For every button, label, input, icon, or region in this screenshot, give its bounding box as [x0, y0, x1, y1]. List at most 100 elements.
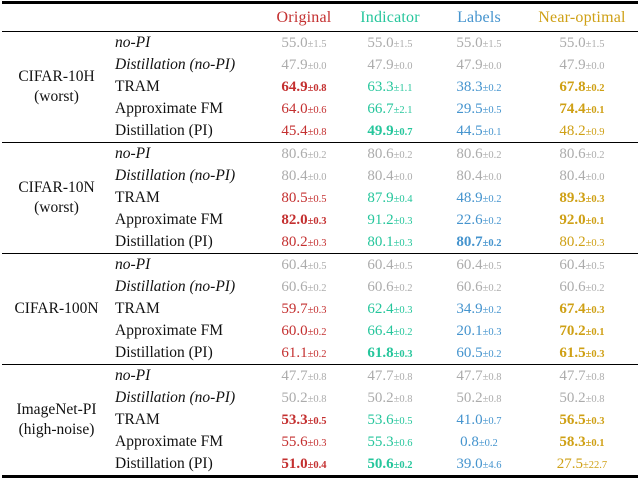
value-cell: 80.6±0.2 [281, 145, 327, 162]
table-top-rule [2, 1, 638, 4]
value-cell: 47.7±0.8 [281, 367, 327, 384]
value-cell: 60.4±0.5 [559, 256, 605, 273]
value-cell: 92.0±0.1 [559, 211, 605, 228]
value-cell: 80.4±0.0 [367, 167, 413, 184]
value-cell: 50.2±0.8 [281, 389, 327, 406]
method-label: Distillation (PI) [115, 455, 213, 472]
value-cell: 38.3±0.2 [456, 78, 502, 95]
method-label: Approximate FM [115, 100, 224, 117]
value-cell: 50.2±0.8 [367, 389, 413, 406]
method-label: no-PI [115, 367, 151, 384]
table-bottom-rule [2, 475, 638, 478]
value-cell: 61.5±0.3 [559, 344, 605, 361]
value-cell: 80.5±0.5 [281, 189, 327, 206]
header-separator-rule [2, 31, 638, 32]
column-header-original: Original [276, 8, 332, 26]
method-label: Distillation (PI) [115, 233, 213, 250]
value-cell: 67.8±0.2 [559, 78, 605, 95]
value-cell: 27.5±22.7 [556, 455, 608, 472]
value-cell: 47.9±0.0 [367, 56, 413, 73]
value-cell: 60.4±0.5 [456, 256, 502, 273]
value-cell: 41.0±0.7 [456, 411, 502, 428]
method-label: Distillation (PI) [115, 344, 213, 361]
value-cell: 53.3±0.5 [281, 411, 327, 428]
value-cell: 29.5±0.5 [456, 100, 502, 117]
dataset-block: CIFAR-10H (worst) no-PI 55.0±1.5 55.0±1.5 55.… [0, 32, 640, 142]
value-cell: 47.9±0.0 [559, 56, 605, 73]
value-cell: 63.3±1.1 [367, 78, 413, 95]
value-cell: 60.6±0.2 [281, 278, 327, 295]
value-cell: 59.7±0.3 [281, 300, 327, 317]
value-cell: 80.7±0.2 [456, 233, 502, 250]
value-cell: 48.9±0.2 [456, 189, 502, 206]
method-label: Distillation (no-PI) [115, 389, 236, 406]
value-cell: 64.9±0.8 [281, 78, 327, 95]
column-header-indicator: Indicator [360, 8, 420, 26]
value-cell: 67.4±0.3 [559, 300, 605, 317]
value-cell: 55.0±1.5 [367, 34, 413, 51]
column-header-near-optimal: Near-optimal [538, 8, 626, 26]
dataset-label: CIFAR-100N [14, 300, 99, 317]
method-label: Approximate FM [115, 433, 224, 450]
method-label: TRAM [115, 189, 160, 206]
value-cell: 47.9±0.0 [281, 56, 327, 73]
block-separator-rule [2, 142, 638, 143]
value-cell: 22.6±0.2 [456, 211, 502, 228]
value-cell: 80.2±0.3 [281, 233, 327, 250]
value-cell: 50.2±0.8 [559, 389, 605, 406]
value-cell: 89.3±0.3 [559, 189, 605, 206]
value-cell: 87.9±0.4 [367, 189, 413, 206]
block-separator-rule [2, 253, 638, 254]
dataset-block: CIFAR-100N no-PI 60.4±0.5 60.4±0.5 60.4±0.5 6… [0, 254, 640, 364]
dataset-label: CIFAR-10H (worst) [18, 68, 95, 105]
value-cell: 80.1±0.3 [367, 233, 413, 250]
value-cell: 44.5±0.1 [456, 122, 502, 139]
method-label: no-PI [115, 145, 151, 162]
value-cell: 48.2±0.9 [559, 122, 605, 139]
dataset-label: CIFAR-10N (worst) [18, 179, 95, 216]
value-cell: 20.1±0.3 [456, 322, 502, 339]
column-header-labels: Labels [457, 8, 501, 26]
method-label: TRAM [115, 300, 160, 317]
value-cell: 80.4±0.0 [559, 167, 605, 184]
value-cell: 51.0±0.4 [281, 455, 327, 472]
value-cell: 47.7±0.8 [559, 367, 605, 384]
value-cell: 58.3±0.1 [559, 433, 605, 450]
value-cell: 70.2±0.1 [559, 322, 605, 339]
value-cell: 55.0±1.5 [559, 34, 605, 51]
value-cell: 60.6±0.2 [456, 278, 502, 295]
value-cell: 82.0±0.3 [281, 211, 327, 228]
method-label: Distillation (PI) [115, 122, 213, 139]
value-cell: 55.6±0.3 [281, 433, 327, 450]
dataset-label: ImageNet-PI (high-noise) [16, 401, 97, 438]
value-cell: 47.7±0.8 [367, 367, 413, 384]
method-label: Distillation (no-PI) [115, 278, 236, 295]
value-cell: 91.2±0.3 [367, 211, 413, 228]
method-label: no-PI [115, 34, 151, 51]
value-cell: 55.0±1.5 [281, 34, 327, 51]
value-cell: 60.0±0.2 [281, 322, 327, 339]
method-label: no-PI [115, 256, 151, 273]
value-cell: 80.6±0.2 [559, 145, 605, 162]
value-cell: 50.6±0.2 [367, 455, 413, 472]
value-cell: 49.9±0.7 [367, 122, 413, 139]
value-cell: 80.6±0.2 [367, 145, 413, 162]
value-cell: 62.4±0.3 [367, 300, 413, 317]
value-cell: 60.6±0.2 [559, 278, 605, 295]
method-label: Approximate FM [115, 211, 224, 228]
value-cell: 34.9±0.2 [456, 300, 502, 317]
value-cell: 80.4±0.0 [456, 167, 502, 184]
value-cell: 60.4±0.5 [367, 256, 413, 273]
value-cell: 0.8±0.2 [460, 433, 498, 450]
dataset-block: CIFAR-10N (worst) no-PI 80.6±0.2 80.6±0.2 80.… [0, 143, 640, 253]
value-cell: 55.0±1.5 [456, 34, 502, 51]
method-label: Distillation (no-PI) [115, 167, 236, 184]
value-cell: 53.6±0.5 [367, 411, 413, 428]
method-label: TRAM [115, 411, 160, 428]
value-cell: 66.4±0.2 [367, 322, 413, 339]
table-header-row: Original Indicator Labels Near-optimal [0, 4, 640, 31]
value-cell: 80.6±0.2 [456, 145, 502, 162]
value-cell: 60.5±0.2 [456, 344, 502, 361]
value-cell: 47.7±0.8 [456, 367, 502, 384]
